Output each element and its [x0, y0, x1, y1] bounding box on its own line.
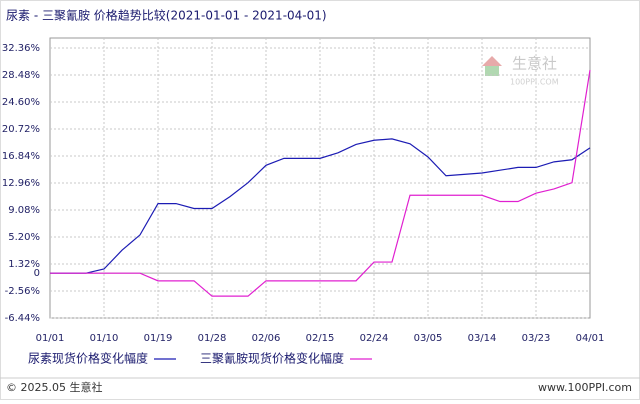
y-tick-label: 1.32%	[8, 259, 40, 270]
watermark: 生意社 100PPI.COM	[482, 55, 559, 87]
series-line	[50, 138, 591, 274]
y-tick-label: 28.48%	[2, 70, 40, 81]
x-tick-label: 01/19	[144, 333, 173, 344]
legend-label: 三聚氰胺现货价格变化幅度	[200, 351, 344, 366]
y-tick-label: 5.20%	[8, 232, 40, 243]
x-tick-label: 01/28	[198, 333, 227, 344]
x-tick-label: 01/01	[36, 333, 65, 344]
watermark-icon	[482, 56, 502, 66]
y-tick-label: -2.56%	[5, 286, 40, 297]
y-tick-label: 0	[34, 268, 40, 279]
y-tick-label: 32.36%	[2, 43, 40, 54]
y-tick-label: 20.72%	[2, 124, 40, 135]
x-tick-label: 02/24	[360, 333, 389, 344]
legend-label: 尿素现货价格变化幅度	[28, 351, 148, 366]
watermark-site: 100PPI.COM	[510, 78, 559, 87]
watermark-icon	[485, 66, 499, 76]
x-tick-label: 01/10	[90, 333, 119, 344]
watermark-brand: 生意社	[512, 55, 557, 73]
y-tick-label: 24.60%	[2, 97, 40, 108]
x-tick-label: 02/06	[252, 333, 281, 344]
x-tick-label: 02/15	[306, 333, 335, 344]
y-tick-label: -6.44%	[5, 313, 40, 324]
y-tick-label: 12.96%	[2, 178, 40, 189]
x-tick-label: 03/14	[468, 333, 497, 344]
footer-left: © 2025.05 生意社	[6, 380, 102, 394]
series-line	[50, 69, 591, 297]
x-tick-label: 03/23	[522, 333, 551, 344]
chart-title: 尿素 - 三聚氰胺 价格趋势比较(2021-01-01 - 2021-04-01…	[6, 8, 327, 23]
footer-right: www.100PPI.com	[538, 381, 632, 394]
x-tick-label: 03/05	[414, 333, 443, 344]
y-tick-label: 9.08%	[8, 205, 40, 216]
y-tick-label: 16.84%	[2, 151, 40, 162]
x-tick-label: 04/01	[576, 333, 605, 344]
